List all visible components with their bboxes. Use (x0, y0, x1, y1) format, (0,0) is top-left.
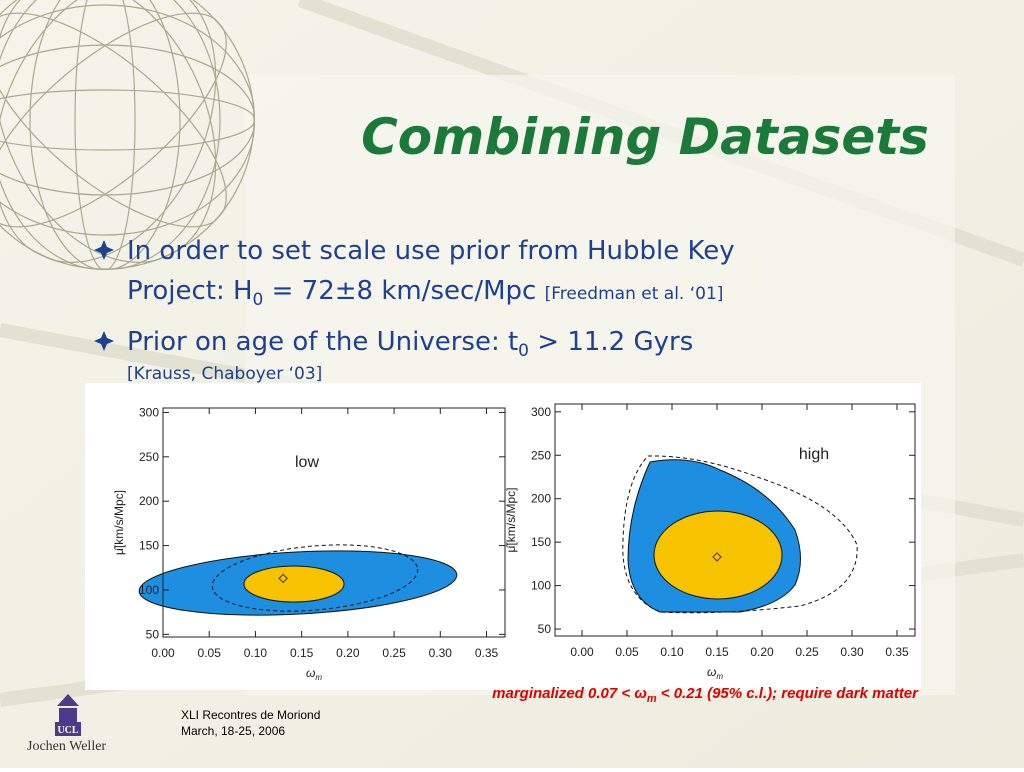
y-tick-label: 150 (139, 539, 159, 553)
date: March, 18-25, 2006 (181, 724, 285, 738)
subscript: m (716, 672, 723, 681)
author: Jochen Weller (27, 739, 106, 754)
x-tick-label: 0.20 (336, 646, 360, 660)
y-tick-label: 250 (139, 450, 159, 464)
bullet-text: In order to set scale use prior from Hub… (127, 236, 735, 266)
plot-frame (162, 407, 506, 638)
event: XLI Recontres de Moriond (181, 708, 320, 722)
x-tick-label: 0.15 (290, 646, 314, 660)
caption-symbol: ω (634, 685, 647, 702)
sphere (0, 0, 255, 270)
best-fit-point (278, 573, 288, 584)
y-tick-label: 200 (531, 492, 551, 506)
x-tick-label: 0.15 (705, 645, 729, 659)
y-axis-label: μ̂[km/s/Mpc] (504, 488, 518, 553)
y-tick-label: 200 (139, 494, 159, 508)
x-axis-label: ω (707, 665, 716, 679)
subscript: 0 (518, 341, 529, 361)
plot-frame (554, 403, 916, 637)
y-tick-label: 50 (538, 622, 552, 636)
caption-text: marginalized 0.07 < (492, 685, 634, 702)
x-tick-label: 0.25 (382, 646, 406, 660)
bullet-text: Prior on age of the Universe: t0 > 11.2 … (127, 327, 693, 361)
ucl-logo: UCL (55, 694, 81, 736)
bullet-text: Prior on age of the Universe: t (127, 327, 518, 357)
y-axis-label: μ̂[km/s/Mpc] (112, 490, 126, 555)
x-tick-label: 0.00 (570, 645, 594, 659)
caption-text: < 0.21 (95% c.l.); require dark matter (657, 685, 920, 702)
x-tick-label: 0.20 (750, 645, 774, 659)
contours-low (138, 544, 458, 616)
bullet-text: Project: H0 = 72±8 km/sec/Mpc [Freedman … (127, 276, 723, 310)
bullet-text: = 72±8 km/sec/Mpc (263, 276, 544, 306)
x-tick-label: 0.10 (244, 646, 268, 660)
y-tick-label: 150 (531, 535, 551, 549)
annotation: low (295, 454, 319, 471)
subscript: m (315, 673, 322, 682)
logo-text: UCL (57, 725, 78, 736)
x-tick-label: 0.05 (198, 646, 222, 660)
subscript: m (647, 693, 657, 705)
bullet-text: Project: H (127, 276, 253, 306)
contours-high (622, 455, 858, 614)
subscript: 0 (253, 290, 264, 310)
annotation: high (799, 446, 829, 463)
x-tick-label: 0.05 (615, 645, 639, 659)
x-tick-label: 0.35 (475, 646, 499, 660)
y-tick-label: 300 (139, 405, 159, 419)
x-tick-label: 0.30 (840, 645, 864, 659)
x-tick-label: 0.00 (151, 646, 175, 660)
x-tick-label: 0.10 (660, 645, 684, 659)
x-tick-label: 0.25 (795, 645, 819, 659)
y-tick-label: 100 (531, 579, 551, 593)
slide-title: Combining Datasets (361, 108, 929, 166)
x-axis-label: ω (306, 666, 315, 680)
best-fit-point (712, 552, 722, 562)
bullet-text: > 11.2 Gyrs (529, 327, 693, 357)
y-tick-label: 250 (531, 448, 551, 462)
bullet-icons (94, 240, 114, 351)
reference: [Freedman et al. ‘01] (545, 284, 724, 304)
x-tick-label: 0.35 (885, 645, 909, 659)
bullets: In order to set scale use prior from Hub… (127, 236, 735, 384)
x-tick-label: 0.30 (429, 646, 453, 660)
y-tick-label: 100 (139, 583, 159, 597)
caption: marginalized 0.07 < ωm < 0.21 (95% c.l.)… (492, 685, 919, 705)
y-tick-label: 300 (531, 405, 551, 419)
y-tick-label: 50 (146, 627, 160, 641)
reference: [Krauss, Chaboyer ‘03] (127, 364, 322, 384)
x-axis-label: ωm (707, 665, 723, 681)
x-axis-label: ωm (306, 666, 322, 682)
